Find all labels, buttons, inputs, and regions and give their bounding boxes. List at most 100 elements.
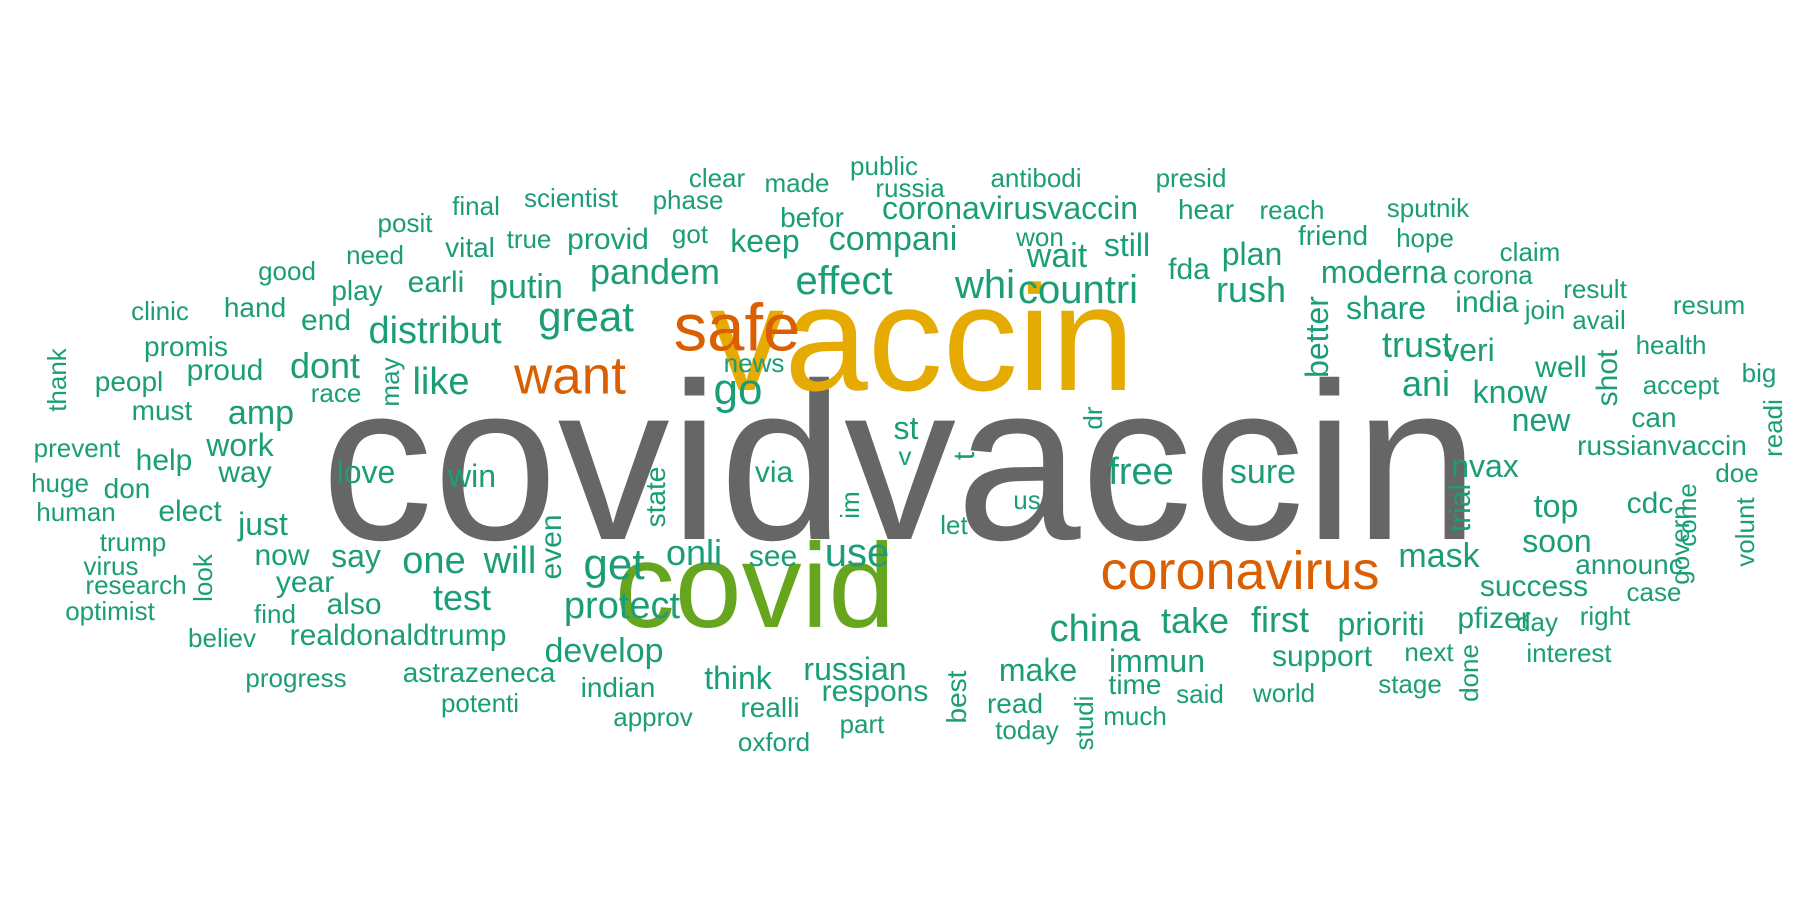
word-trial: trial xyxy=(1444,483,1477,533)
word-ani: ani xyxy=(1401,363,1451,404)
word-vital: vital xyxy=(445,232,495,263)
word-antibodi: antibodi xyxy=(990,163,1082,193)
word-made: made xyxy=(764,168,830,198)
word-countri: countri xyxy=(1017,268,1139,312)
word-hear: hear xyxy=(1177,194,1235,225)
word-need: need xyxy=(346,240,404,270)
word-resum: resum xyxy=(1672,290,1746,320)
word-protect: protect xyxy=(563,585,681,627)
word-take: take xyxy=(1160,600,1230,641)
word-respons: respons xyxy=(821,675,929,708)
word-rush: rush xyxy=(1215,269,1287,310)
word-claim: claim xyxy=(1499,237,1561,267)
word-get: get xyxy=(583,540,645,589)
word-coronavirusvaccin: coronavirusvaccin xyxy=(881,190,1139,226)
word-trump: trump xyxy=(99,527,167,557)
word-way: way xyxy=(218,456,272,489)
word-readi: readi xyxy=(1758,399,1788,457)
word-russia: russia xyxy=(875,173,945,203)
word-said: said xyxy=(1176,679,1224,709)
word-st: st xyxy=(893,410,919,446)
word-see: see xyxy=(748,540,798,573)
word-win: win xyxy=(447,458,497,494)
word-well: well xyxy=(1535,351,1587,384)
word-friend: friend xyxy=(1297,220,1369,251)
word-believ: believ xyxy=(188,623,256,653)
word-big: big xyxy=(1741,358,1777,388)
word-potenti: potenti xyxy=(440,688,520,718)
word-end: end xyxy=(300,304,352,337)
word-true: true xyxy=(506,224,552,254)
word-say: say xyxy=(331,538,381,574)
word-clinic: clinic xyxy=(131,296,189,326)
word-part: part xyxy=(839,709,885,739)
word-approv: approv xyxy=(613,702,693,732)
word-presid: presid xyxy=(1155,163,1227,193)
word-world: world xyxy=(1252,678,1316,708)
word-befor: befor xyxy=(780,202,844,233)
word-done: done xyxy=(1454,644,1484,702)
word-oxford: oxford xyxy=(737,727,811,757)
word-race: race xyxy=(310,378,362,408)
word-dr: dr xyxy=(1078,406,1108,430)
word-time: time xyxy=(1108,669,1162,700)
word-scientist: scientist xyxy=(524,183,618,213)
word-think: think xyxy=(704,660,772,696)
word-onli: onli xyxy=(665,532,723,573)
word-even: even xyxy=(535,514,568,580)
word-today: today xyxy=(995,715,1059,745)
word-vaccin: vaccin xyxy=(709,254,1135,422)
word-news: news xyxy=(723,348,785,378)
word-optimist: optimist xyxy=(65,596,155,626)
word-astrazeneca: astrazeneca xyxy=(402,657,556,688)
word-wait: wait xyxy=(1026,237,1088,275)
word-can: can xyxy=(1631,402,1677,433)
word-soon: soon xyxy=(1522,523,1592,559)
word-good: good xyxy=(258,256,316,286)
word-know: know xyxy=(1472,374,1548,410)
word-support: support xyxy=(1271,640,1373,673)
word-via: via xyxy=(754,456,794,489)
word-provid: provid xyxy=(567,223,649,256)
word-stage: stage xyxy=(1378,669,1442,699)
word-day: day xyxy=(1516,607,1558,637)
word-progress: progress xyxy=(245,663,347,693)
word-now: now xyxy=(254,539,310,572)
word-public: public xyxy=(850,151,918,181)
word-safe: safe xyxy=(673,290,801,366)
word-proud: proud xyxy=(186,354,264,387)
word-veri: veri xyxy=(1443,332,1495,368)
word-help: help xyxy=(135,444,193,477)
word-us: us xyxy=(1013,485,1041,515)
word-final: final xyxy=(452,191,500,221)
word-love: love xyxy=(336,454,396,490)
word-sputnik: sputnik xyxy=(1386,193,1470,223)
word-research: research xyxy=(85,570,187,600)
word-keep: keep xyxy=(730,223,800,259)
word-clear: clear xyxy=(688,163,746,193)
word-immun: immun xyxy=(1108,643,1206,679)
word-china: china xyxy=(1049,608,1141,650)
word-free: free xyxy=(1108,451,1174,493)
word-success: success xyxy=(1479,570,1589,603)
word-share: share xyxy=(1345,290,1427,326)
word-year: year xyxy=(275,566,335,599)
word-covidvaccin: covidvaccin xyxy=(321,337,1479,587)
word-distribut: distribut xyxy=(368,310,502,352)
word-moderna: moderna xyxy=(1320,254,1448,290)
word-one: one xyxy=(402,540,466,582)
word-top: top xyxy=(1533,488,1579,524)
word-next: next xyxy=(1404,637,1454,667)
word-reach: reach xyxy=(1259,195,1325,225)
word-pandem: pandem xyxy=(589,251,721,292)
word-let: let xyxy=(940,510,968,540)
word-still: still xyxy=(1103,227,1151,263)
word-realdonaldtrump: realdonaldtrump xyxy=(289,619,507,652)
word-indian: indian xyxy=(580,672,656,703)
word-mask: mask xyxy=(1398,537,1480,575)
word-im: im xyxy=(835,491,865,519)
word-studi: studi xyxy=(1069,695,1099,751)
word-read: read xyxy=(986,688,1044,719)
word-volunt: volunt xyxy=(1730,497,1760,567)
